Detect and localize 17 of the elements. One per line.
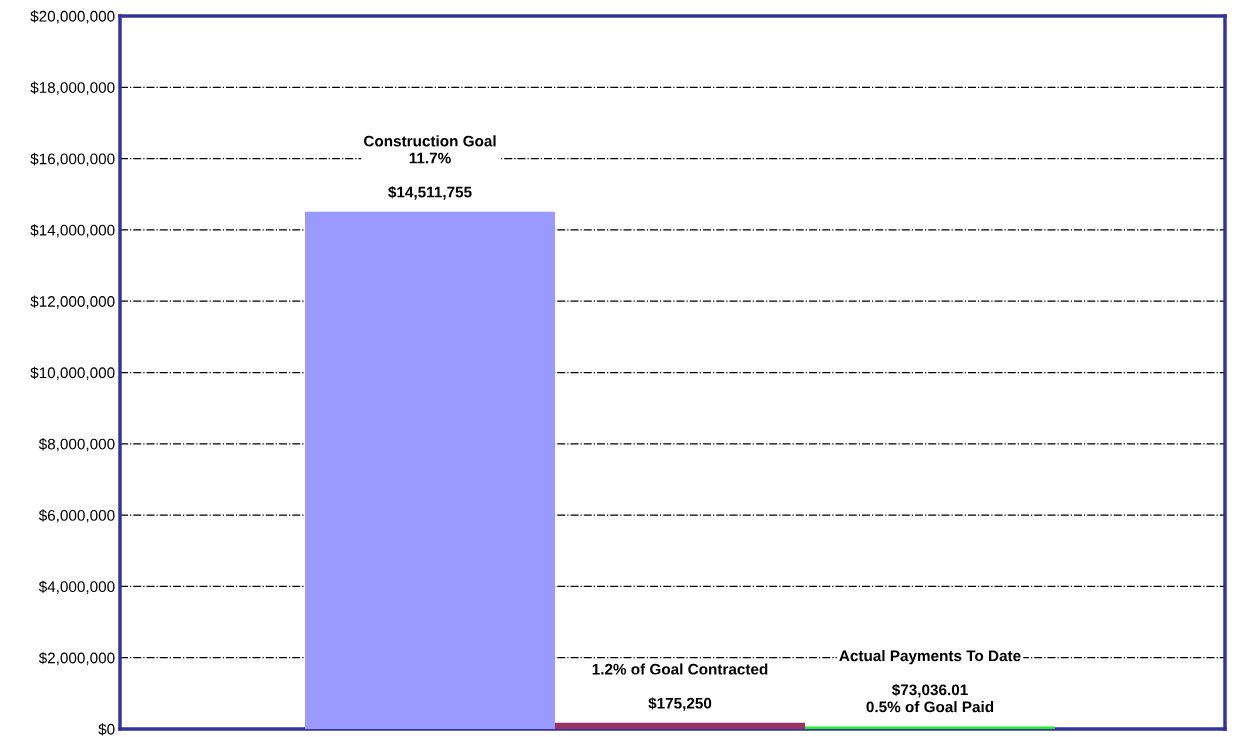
y-tick-label: $4,000,000 <box>38 580 115 594</box>
y-tick-label: $6,000,000 <box>38 509 115 523</box>
y-tick-label: $8,000,000 <box>38 438 115 452</box>
text: 1.2% of Goal Contracted $175,250 <box>592 663 768 711</box>
y-tick-label: $2,000,000 <box>38 651 115 666</box>
text: Actual Payments To Date $73,036.01 0.5% of Goal Paid <box>839 650 1021 713</box>
y-tick-label: $0 <box>98 723 115 736</box>
y-tick-label: $14,000,000 <box>30 224 115 238</box>
bar <box>805 726 1055 729</box>
y-tick-label: $10,000,000 <box>30 366 115 380</box>
text: Construction Goal 11.7% $14,511,755 <box>364 135 496 200</box>
y-tick-label: $18,000,000 <box>30 81 115 95</box>
y-tick-label: $16,000,000 <box>30 152 115 167</box>
y-tick-label: $20,000,000 <box>30 10 115 24</box>
bar <box>305 211 555 729</box>
y-tick-label: $12,000,000 <box>30 295 115 309</box>
bar <box>555 722 805 729</box>
